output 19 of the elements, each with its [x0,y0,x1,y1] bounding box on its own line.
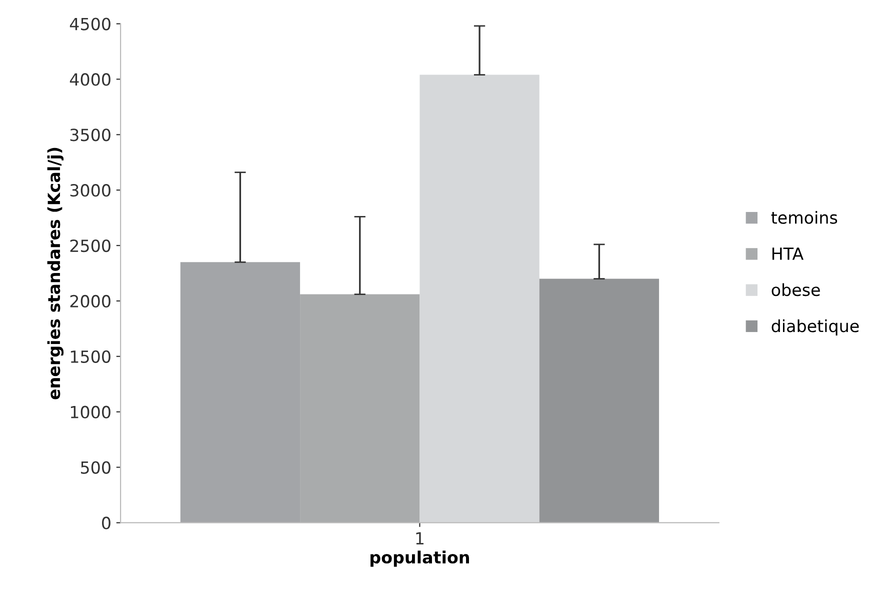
y-tick-label: 4000 [70,73,110,86]
y-tick-label: 1000 [70,406,110,418]
bar [420,74,540,523]
y-tick-label: 4500 [70,18,110,30]
y-tick-label: 500 [81,461,110,474]
legend-label: obese [772,283,820,296]
legend-label: HTA [772,248,804,260]
y-axis-title: energies standares (Kcal/j) [47,148,64,400]
y-tick-label: 3500 [70,128,110,142]
y-tick-label: 2500 [70,239,110,252]
y-tick-label: 1500 [70,350,110,363]
y-tick-label: 2000 [70,294,110,308]
x-tick-label: 1 [416,532,424,544]
y-tick-label: 3000 [70,184,110,197]
bar [539,278,660,523]
legend-label: temoins [771,210,838,224]
legend-label: diabetique [772,319,859,336]
y-tick-label: 0 [102,516,110,530]
x-axis-title: population [370,550,469,567]
